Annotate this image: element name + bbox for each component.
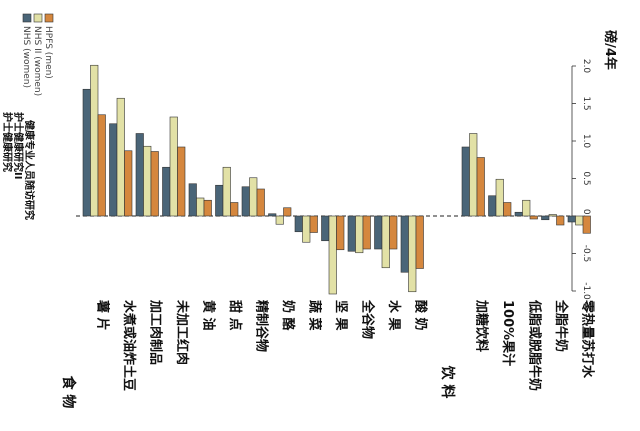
- bar-0-5-2: [230, 202, 239, 217]
- legend-label-en: NHS (women): [21, 26, 31, 88]
- bar-0-8-0: [294, 215, 303, 233]
- unit-label: 磅/4年: [602, 30, 618, 70]
- bar-1-1-1: [495, 178, 504, 217]
- bar-0-6-1: [249, 177, 258, 217]
- group-label: 饮 料: [439, 365, 456, 399]
- bar-0-12-1: [408, 215, 417, 293]
- bar-1-4-1: [575, 215, 584, 226]
- bar-1-1-0: [488, 195, 497, 217]
- bar-1-0-2: [476, 157, 485, 217]
- category-labels: 薯 片水煮或油炸土豆 加工肉制品 未加工红肉黄 油甜 点精制谷物奶 酪蔬 菜坚 果全…: [60, 299, 595, 408]
- legend-swatch: [33, 13, 43, 23]
- bar-1-3-0: [541, 215, 550, 221]
- bar-0-4-2: [203, 199, 212, 217]
- tick-label: -1.0: [581, 282, 591, 300]
- bar-0-9-1: [328, 215, 337, 295]
- bar-0-10-1: [355, 215, 364, 254]
- category-label: 全谷物: [359, 299, 375, 339]
- bar-0-3-2: [177, 146, 186, 217]
- category-label: 酸 奶: [412, 300, 428, 331]
- category-label: 100%果汁: [500, 300, 516, 366]
- category-label: 零热量苏打水: [579, 299, 595, 379]
- legend-label-en: NHS II (women): [32, 26, 42, 96]
- bar-0-2-2: [150, 151, 159, 217]
- bar-0-0-1: [90, 64, 99, 217]
- bar-0-1-1: [116, 97, 125, 217]
- category-label: 甜 点: [227, 300, 243, 331]
- bar-1-1-2: [503, 202, 512, 217]
- bar-0-2-1: [143, 145, 152, 217]
- category-label: 加工肉制品: [147, 299, 163, 365]
- legend-label-cn: 护士健康研究II: [12, 112, 25, 179]
- tick-label: 2.0: [581, 59, 591, 74]
- legend-swatch: [22, 13, 32, 23]
- bar-1-4-0: [567, 215, 576, 223]
- bar-0-12-2: [415, 215, 424, 269]
- bar-0-6-0: [241, 186, 250, 217]
- bar-0-1-0: [109, 123, 118, 217]
- bar-0-0-0: [82, 88, 91, 217]
- bar-0-7-1: [275, 215, 284, 225]
- category-label: 蔬 菜: [306, 300, 322, 331]
- bars: [82, 64, 591, 295]
- bar-1-3-2: [556, 215, 565, 226]
- legend-label-cn: 健康专业人员随访研究: [23, 120, 36, 220]
- bar-0-4-1: [196, 197, 205, 217]
- bar-0-7-2: [283, 207, 292, 217]
- bar-0-3-1: [169, 116, 178, 217]
- bar-1-3-1: [548, 214, 557, 217]
- category-label: 精制谷物: [253, 300, 269, 352]
- bar-0-11-2: [389, 215, 398, 250]
- bar-0-2-0: [135, 133, 144, 217]
- bar-0-0-2: [97, 114, 106, 217]
- bar-0-1-2: [124, 150, 133, 217]
- bar-0-11-1: [381, 215, 390, 269]
- value-axis: -1.0-0.50.00.51.01.52.0: [571, 59, 591, 300]
- legend-swatch: [44, 13, 54, 23]
- category-label: 加糖饮料: [473, 299, 489, 352]
- bar-1-0-0: [461, 146, 470, 217]
- bar-0-10-0: [347, 215, 356, 252]
- bar-0-11-0: [374, 215, 383, 250]
- category-label: 低脂或脱脂牛奶: [526, 299, 542, 391]
- bar-1-0-1: [469, 133, 478, 217]
- bar-0-6-2: [256, 188, 265, 217]
- bar-1-2-1: [522, 199, 531, 217]
- legend-label-en: HPFS (men): [43, 26, 53, 79]
- category-label: 全脂牛奶: [553, 299, 569, 352]
- group-label: 食 物: [60, 376, 77, 409]
- legend-label-cn: 护士健康研究: [1, 112, 14, 172]
- tick-label: 1.5: [581, 96, 591, 110]
- bar-0-5-1: [222, 166, 231, 217]
- bar-1-4-2: [582, 215, 591, 234]
- category-label: 奶 酪: [280, 299, 296, 332]
- bar-0-12-0: [400, 215, 409, 273]
- category-label: 水 果: [386, 300, 402, 331]
- bar-0-9-2: [336, 215, 345, 251]
- tick-label: 0.5: [581, 171, 591, 185]
- tick-label: 1.0: [581, 134, 591, 149]
- tick-label: -0.5: [581, 245, 591, 263]
- category-label: 坚 果: [333, 300, 348, 331]
- bar-0-8-1: [302, 215, 311, 243]
- bar-0-9-0: [321, 215, 330, 242]
- category-label: 水煮或油炸土豆: [121, 300, 137, 391]
- bar-0-3-0: [162, 166, 171, 217]
- category-label: 薯 片: [94, 299, 110, 331]
- bar-0-10-2: [362, 215, 371, 250]
- bar-1-2-2: [529, 215, 538, 220]
- category-label: 黄 油: [200, 300, 216, 331]
- bar-0-4-0: [188, 183, 197, 217]
- bar-0-7-0: [268, 213, 277, 217]
- bar-0-5-0: [215, 184, 224, 217]
- bar-0-8-2: [309, 215, 318, 233]
- category-label: 未加工红肉: [174, 299, 190, 365]
- legend: NHS (women) NHS II (women) HPFS (men) 护士健康研…: [1, 13, 54, 220]
- bar-1-2-0: [514, 211, 523, 217]
